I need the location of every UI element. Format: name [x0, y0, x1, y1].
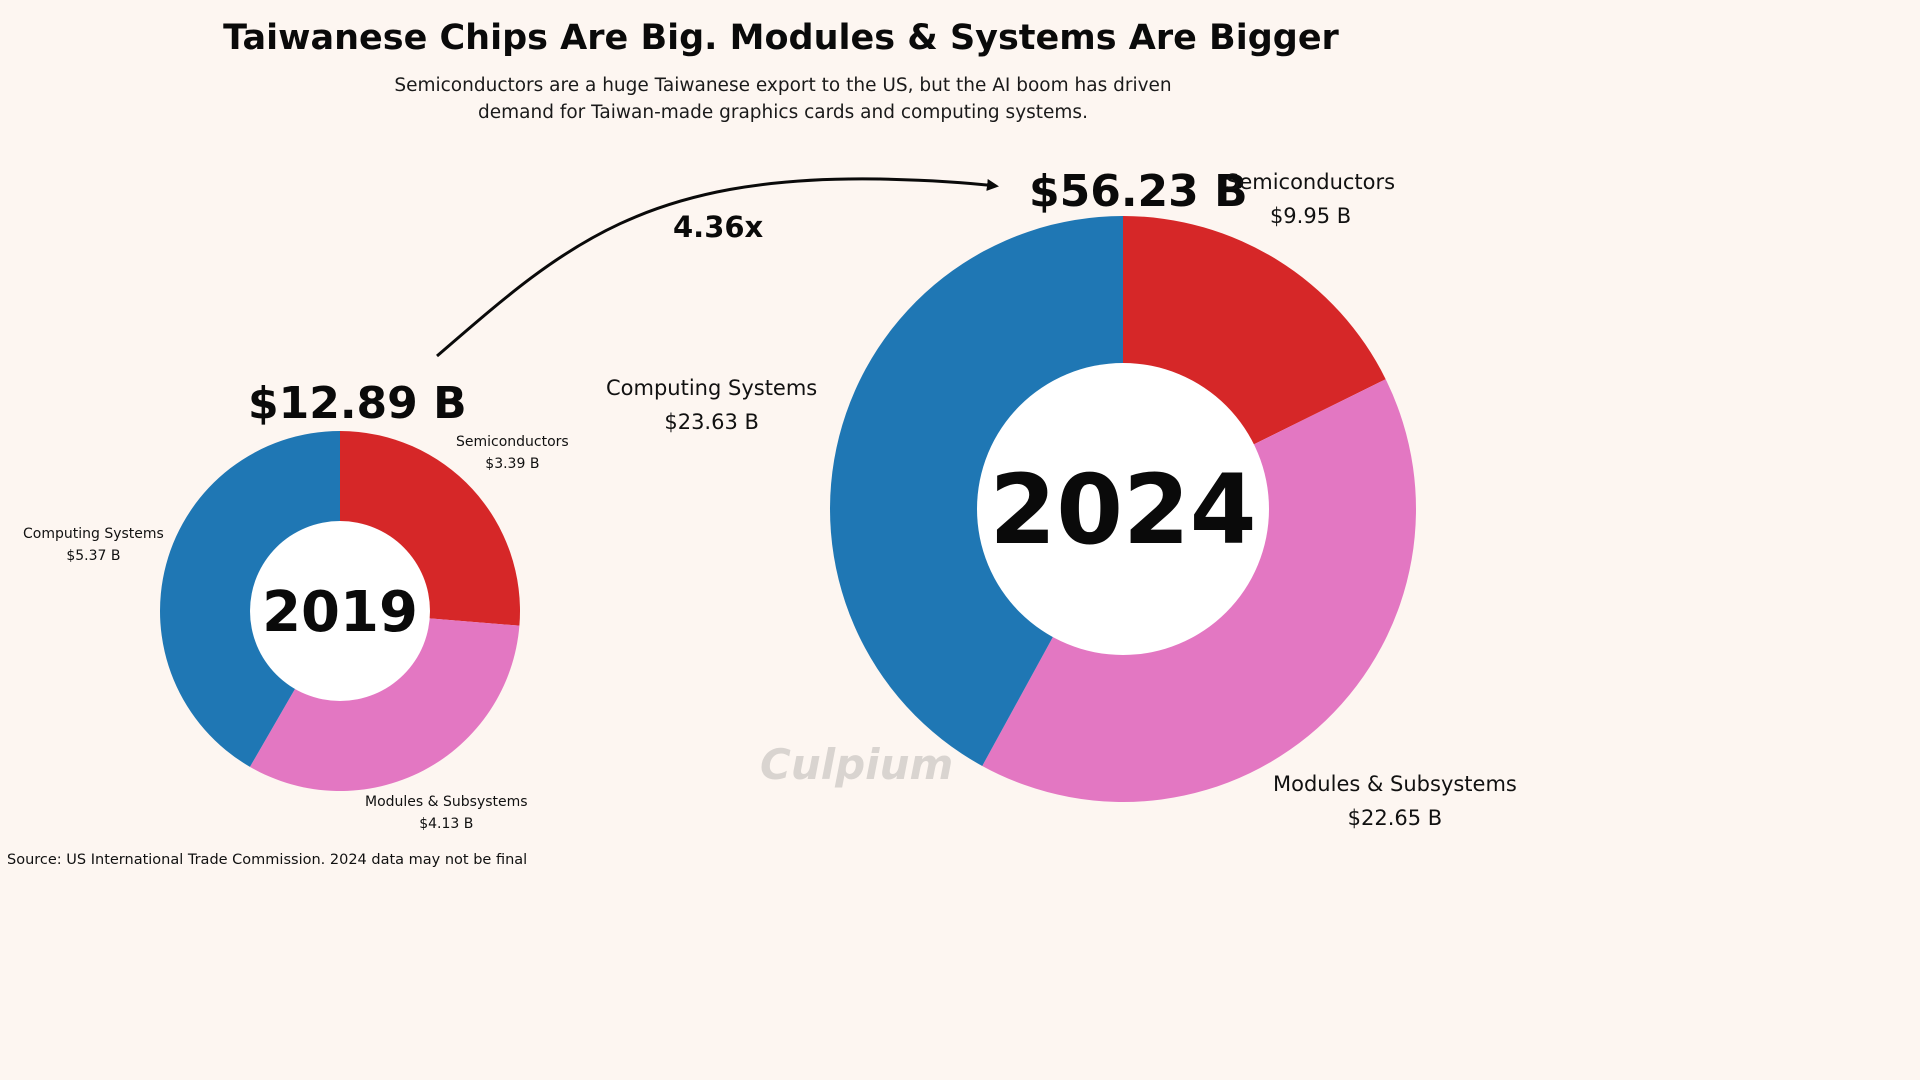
- growth-arrow: [436, 177, 999, 358]
- label-value: $4.13 B: [419, 816, 474, 832]
- label-name: Computing Systems: [23, 526, 164, 542]
- label-value: $22.65 B: [1347, 806, 1443, 830]
- growth-multiplier: 4.36x: [673, 210, 764, 244]
- donut-hole-2019: [250, 521, 430, 701]
- source-note: Source: US International Trade Commissio…: [7, 852, 528, 868]
- label-name: Semiconductors: [456, 434, 569, 450]
- label-2019-semiconductors: Semiconductors $3.39 B: [456, 431, 569, 475]
- donut-hole-2024: [977, 363, 1269, 655]
- label-name: Modules & Subsystems: [365, 794, 528, 810]
- label-2024-computing: Computing Systems $23.63 B: [606, 371, 817, 439]
- year-label-2019: 2019: [262, 580, 418, 645]
- total-2019: $12.89 B: [248, 378, 467, 429]
- label-2024-modules: Modules & Subsystems $22.65 B: [1273, 767, 1517, 835]
- label-value: $3.39 B: [485, 456, 540, 472]
- donut-charts-canvas: 2019 2024: [159, 177, 1416, 803]
- culpium-watermark: Culpium: [760, 740, 954, 789]
- year-label-2024: 2024: [989, 454, 1256, 566]
- label-value: $23.63 B: [664, 410, 759, 434]
- total-2024: $56.23 B: [1029, 166, 1248, 217]
- chart-title: Taiwanese Chips Are Big. Modules & Syste…: [223, 18, 1339, 58]
- label-name: Semiconductors: [1226, 170, 1396, 194]
- donut-2024: 2024: [829, 215, 1416, 803]
- label-name: Modules & Subsystems: [1273, 772, 1517, 796]
- label-name: Computing Systems: [606, 376, 818, 400]
- label-2019-computing: Computing Systems $5.37 B: [23, 523, 164, 567]
- chart-subtitle: Semiconductors are a huge Taiwanese expo…: [394, 75, 1172, 123]
- donut-2019: 2019: [159, 431, 520, 791]
- label-2019-modules: Modules & Subsystems $4.13 B: [365, 791, 528, 835]
- label-value: $5.37 B: [66, 548, 121, 564]
- label-value: $9.95 B: [1269, 204, 1352, 228]
- label-2024-semiconductors: Semiconductors $9.95 B: [1226, 165, 1395, 233]
